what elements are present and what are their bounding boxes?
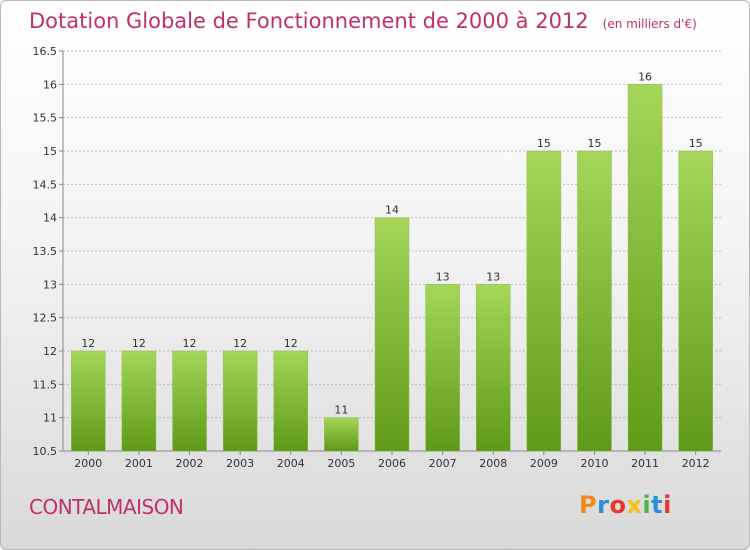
bar[interactable]: [526, 150, 562, 452]
x-tick-label: 2008: [479, 457, 507, 470]
chart-subtitle: (en milliers d'€): [602, 17, 697, 31]
x-tick-label: 2002: [176, 457, 204, 470]
bar[interactable]: [222, 350, 258, 452]
y-tick-label: 12.5: [33, 312, 58, 325]
title-row: Dotation Globale de Fonctionnement de 20…: [29, 9, 697, 33]
logo-letter: r: [597, 491, 610, 519]
bar-value-label: 12: [183, 337, 197, 350]
x-tick-label: 2010: [580, 457, 608, 470]
bar-value-label: 12: [81, 337, 95, 350]
y-tick-label: 13.5: [33, 245, 58, 258]
bar-value-label: 14: [385, 204, 399, 217]
y-tick-label: 10.5: [33, 445, 58, 458]
chart-title: Dotation Globale de Fonctionnement de 20…: [29, 9, 589, 33]
x-tick-label: 2005: [327, 457, 355, 470]
axis-layer: 10.5 11 11.5 12 12.5 13 13.5 14 14.5 15 15.5 16 16.5…: [33, 45, 721, 470]
y-tick-label: 11: [43, 412, 57, 425]
logo-letter: o: [609, 491, 627, 519]
y-tick-label: 15: [43, 145, 57, 158]
bar[interactable]: [475, 284, 511, 452]
commune-name: CONTALMAISON: [29, 495, 184, 519]
y-tick-label: 14.5: [33, 178, 58, 191]
y-tick-label: 16.5: [33, 45, 58, 58]
x-tick-label: 2000: [74, 457, 102, 470]
y-tick-label: 12: [43, 345, 57, 358]
y-tick-label: 15.5: [33, 112, 58, 125]
logo-letter: P: [579, 491, 598, 519]
bar-value-label: 12: [284, 337, 298, 350]
bar[interactable]: [71, 350, 106, 452]
y-tick-label: 14: [43, 212, 57, 225]
y-tick-label: 11.5: [33, 378, 58, 391]
bar[interactable]: [324, 417, 359, 452]
bar[interactable]: [273, 350, 309, 452]
x-tick-label: 2006: [378, 457, 406, 470]
x-tick-label: 2012: [682, 457, 710, 470]
bar-value-label: 15: [587, 137, 601, 150]
bar[interactable]: [172, 350, 207, 452]
bar-value-label: 13: [486, 270, 500, 283]
x-tick-label: 2007: [429, 457, 457, 470]
bar[interactable]: [577, 150, 612, 452]
bar[interactable]: [627, 84, 663, 452]
x-tick-label: 2003: [226, 457, 254, 470]
y-tick-label: 16: [43, 78, 57, 91]
labels-layer: 12 12 12 12 12 11 14 13 13 15 15 16 15: [81, 70, 702, 416]
bar[interactable]: [121, 350, 157, 452]
logo-letter: i: [642, 491, 652, 519]
bar-value-label: 11: [334, 404, 348, 417]
bar-value-label: 16: [638, 70, 652, 83]
x-tick-label: 2004: [277, 457, 305, 470]
logo-letter: t: [651, 491, 664, 519]
bar[interactable]: [374, 217, 410, 452]
bar-value-label: 12: [132, 337, 146, 350]
logo-letter: i: [663, 491, 672, 519]
x-tick-label: 2011: [631, 457, 659, 470]
bar-value-label: 12: [233, 337, 247, 350]
bar-value-label: 15: [689, 137, 703, 150]
proxiti-logo[interactable]: Proxiti: [579, 491, 672, 519]
logo-letter: x: [626, 491, 643, 519]
bar[interactable]: [678, 150, 713, 452]
bar-value-label: 15: [537, 137, 551, 150]
bars-layer: [71, 84, 713, 452]
x-tick-label: 2001: [125, 457, 153, 470]
bar[interactable]: [425, 284, 460, 452]
bar-value-label: 13: [436, 270, 450, 283]
x-tick-label: 2009: [530, 457, 558, 470]
y-tick-label: 13: [43, 278, 57, 291]
